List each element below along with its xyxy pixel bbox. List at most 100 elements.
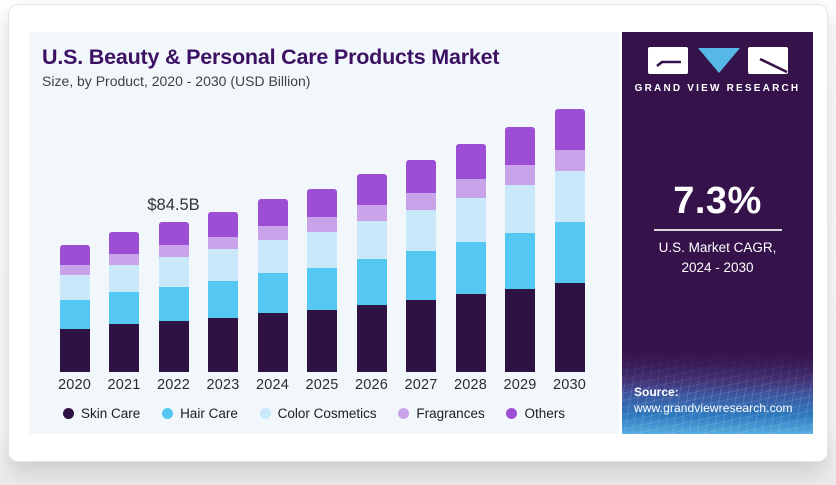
cagr-divider — [653, 229, 782, 231]
bar-2024-segment-fragrances — [257, 225, 288, 240]
bar-2026-segment-others — [356, 174, 387, 206]
bar-2029-segment-skin-care — [505, 288, 535, 372]
legend-label-color-cosmetics: Color Cosmetics — [277, 406, 377, 421]
bar-2027-segment-others — [406, 159, 436, 193]
bar-2025-segment-others — [307, 188, 337, 218]
brand-name: GRAND VIEW RESEARCH — [634, 83, 801, 94]
bar-group-2024: 2024 — [248, 199, 297, 393]
bar-2028 — [455, 144, 486, 372]
legend-item-skin-care: Skin Care — [63, 406, 140, 421]
year-label-2026: 2026 — [354, 377, 389, 393]
bar-2020-segment-hair-care — [59, 299, 90, 329]
bar-group-2022: 2022 $84.5B — [147, 196, 199, 393]
legend-dot-skin-care — [63, 408, 74, 419]
bar-2020-segment-skin-care — [59, 328, 90, 372]
year-label-2028: 2028 — [453, 377, 488, 393]
cagr-label-line1: U.S. Market CAGR, — [658, 240, 777, 255]
value-annotation-2022: $84.5B — [147, 196, 200, 214]
bar-2027-segment-fragrances — [406, 192, 436, 210]
bar-2023-segment-color-cosmetics — [208, 249, 238, 281]
chart-title: U.S. Beauty & Personal Care Products Mar… — [42, 45, 500, 69]
year-label-2022: 2022 — [156, 377, 191, 393]
stacked-bar-chart: 2020 2021 2022 $84.5B 2023 2024 2025 2026 2027 20… — [50, 109, 594, 393]
bar-2030-segment-fragrances — [554, 149, 585, 171]
gvr-logo-icon — [647, 47, 788, 74]
bar-2022-segment-others — [158, 222, 189, 246]
legend-label-hair-care: Hair Care — [180, 406, 238, 421]
bar-2028-segment-color-cosmetics — [455, 197, 486, 243]
year-label-2023: 2023 — [206, 377, 240, 393]
bar-2023-segment-hair-care — [208, 280, 238, 318]
bar-2030-segment-others — [554, 109, 585, 150]
year-label-2025: 2025 — [305, 377, 339, 393]
bar-group-2027: 2027 — [397, 159, 446, 393]
bar-group-2028: 2028 — [446, 144, 495, 393]
legend-item-fragrances: Fragrances — [398, 406, 485, 421]
bar-2020-segment-color-cosmetics — [59, 275, 90, 300]
bar-2030 — [554, 109, 585, 372]
bar-2024-segment-hair-care — [257, 273, 288, 314]
bar-2021-segment-others — [109, 232, 139, 254]
bar-2022-segment-skin-care — [158, 321, 189, 372]
gvr-logo — [622, 46, 813, 76]
year-label-2024: 2024 — [255, 377, 290, 393]
bar-2027-segment-color-cosmetics — [406, 209, 436, 252]
bar-2029-segment-color-cosmetics — [505, 184, 535, 233]
bar-2028-segment-hair-care — [455, 242, 486, 295]
bar-2020-segment-fragrances — [59, 265, 90, 276]
bar-2026-segment-color-cosmetics — [356, 220, 387, 260]
bar-2030-segment-color-cosmetics — [554, 170, 585, 222]
legend-label-fragrances: Fragrances — [416, 406, 485, 421]
bar-2024-segment-skin-care — [257, 313, 288, 372]
bar-group-2029: 2029 — [496, 127, 545, 393]
chart-panel: U.S. Beauty & Personal Care Products Mar… — [29, 32, 619, 434]
bar-2029-segment-fragrances — [505, 165, 535, 185]
bar-2024-segment-color-cosmetics — [257, 239, 288, 274]
bar-2021-segment-fragrances — [109, 253, 139, 266]
legend-item-color-cosmetics: Color Cosmetics — [259, 406, 377, 421]
bar-2024 — [257, 199, 288, 372]
bar-group-2026: 2026 — [347, 174, 396, 393]
bar-2022-segment-color-cosmetics — [158, 257, 189, 287]
bar-2025-segment-color-cosmetics — [307, 231, 337, 268]
bar-2027-segment-hair-care — [406, 251, 436, 300]
bar-2028-segment-fragrances — [455, 179, 486, 198]
cagr-value: 7.3% — [673, 180, 762, 222]
bar-2020 — [59, 245, 90, 372]
year-label-2027: 2027 — [404, 377, 438, 393]
bar-group-2023: 2023 — [199, 211, 248, 393]
bar-2023-segment-fragrances — [208, 236, 238, 250]
bar-2021-segment-color-cosmetics — [109, 265, 139, 293]
bar-2022-segment-fragrances — [158, 245, 189, 258]
bar-2022-segment-hair-care — [158, 286, 189, 322]
bar-2021 — [109, 232, 139, 372]
bar-group-2020: 2020 — [50, 245, 99, 393]
bar-2026-segment-skin-care — [356, 304, 387, 372]
infographic-card: U.S. Beauty & Personal Care Products Mar… — [8, 4, 828, 462]
legend-dot-fragrances — [398, 408, 410, 419]
bar-2029-segment-others — [505, 127, 535, 166]
year-label-2020: 2020 — [57, 377, 92, 393]
bar-2027-segment-skin-care — [406, 299, 436, 372]
bar-2030-segment-skin-care — [554, 282, 585, 372]
bar-2026 — [356, 174, 387, 372]
bar-2028-segment-skin-care — [455, 294, 486, 372]
brand-sidebar: GRAND VIEW RESEARCH 7.3% U.S. Market CAG… — [622, 32, 813, 434]
legend-dot-hair-care — [162, 408, 174, 419]
legend-item-others: Others — [506, 406, 565, 421]
year-label-2030: 2030 — [552, 377, 587, 393]
bar-2025-segment-hair-care — [307, 267, 337, 310]
bar-2026-segment-hair-care — [356, 259, 387, 305]
bar-2029 — [505, 127, 535, 372]
bar-2025-segment-skin-care — [307, 309, 337, 372]
bar-2025 — [307, 188, 337, 372]
bar-2021-segment-hair-care — [109, 292, 139, 325]
legend-dot-color-cosmetics — [259, 408, 271, 419]
legend-label-skin-care: Skin Care — [81, 406, 141, 421]
bar-2025-segment-fragrances — [307, 217, 337, 232]
source-label: Source: — [634, 385, 679, 399]
year-label-2021: 2021 — [107, 377, 141, 393]
bar-2023-segment-skin-care — [208, 317, 238, 372]
sidebar-footer: Source: www.grandviewresearch.com — [622, 350, 813, 434]
bar-group-2025: 2025 — [298, 188, 347, 393]
